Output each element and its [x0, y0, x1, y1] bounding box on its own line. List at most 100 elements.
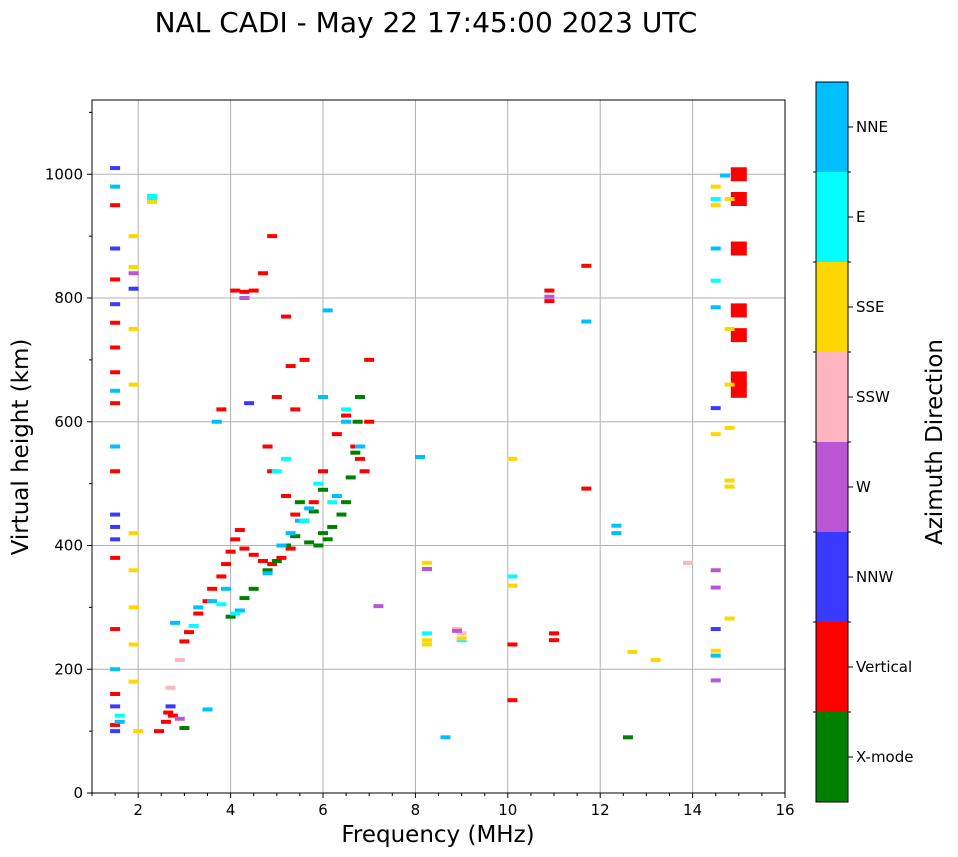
data-point-nne — [710, 246, 721, 251]
data-point-vertical — [308, 500, 319, 505]
data-point-vertical — [216, 574, 227, 579]
data-point-vertical — [230, 288, 241, 293]
data-point-sse — [128, 326, 139, 331]
colorbar-label: SSW — [856, 388, 890, 406]
data-point-vertical — [341, 413, 352, 418]
data-point-x-mode — [308, 509, 319, 514]
data-point-x-mode — [294, 500, 305, 505]
data-point-x-mode — [322, 537, 333, 542]
data-point-vertical — [225, 549, 236, 554]
data-point-w — [451, 628, 462, 633]
colorbar-label: NNE — [856, 118, 888, 136]
data-point-vertical — [267, 234, 278, 239]
data-point-x-mode — [271, 558, 282, 563]
y-tick-label: 0 — [73, 784, 83, 802]
data-point-nne — [440, 735, 451, 740]
data-point-sse — [421, 642, 432, 647]
data-point-e — [271, 469, 282, 474]
data-point-nnw — [110, 524, 121, 529]
data-point-vertical — [234, 528, 245, 533]
data-point-vertical — [285, 364, 296, 369]
data-point-vertical — [160, 719, 171, 724]
data-point-sse — [710, 432, 721, 437]
colorbar-label: W — [856, 478, 871, 496]
data-point-x-mode — [341, 500, 352, 505]
data-point-vertical — [230, 537, 241, 542]
data-point-nne — [114, 719, 125, 724]
data-point-ssw — [165, 685, 176, 690]
data-point-sse — [128, 531, 139, 536]
data-point-vertical — [239, 546, 250, 551]
data-point-e — [710, 197, 721, 201]
data-point-x-mode — [327, 524, 338, 529]
data-point-nne — [110, 667, 121, 672]
data-point-sse — [724, 382, 735, 387]
y-tick-label: 200 — [54, 660, 83, 678]
data-point-nne — [220, 586, 231, 591]
y-tick-label: 1000 — [45, 165, 83, 183]
data-point-sse — [724, 616, 735, 621]
data-point-x-mode — [336, 512, 347, 517]
data-point-nnw — [110, 246, 121, 251]
data-point-vertical — [507, 698, 518, 703]
data-point-sse — [724, 197, 735, 201]
data-point-nnw — [110, 512, 121, 517]
colorbar: NNE E SSE SSW W NNW Vertical X-mode — [813, 81, 913, 803]
data-point-sse — [421, 638, 432, 643]
data-point-vertical — [285, 546, 296, 551]
data-point-nnw — [710, 406, 721, 411]
data-point-x-mode — [350, 450, 361, 455]
data-point-vertical — [271, 395, 282, 399]
data-point-sse — [627, 649, 638, 654]
data-point-vertical — [207, 586, 218, 591]
data-point-x-mode — [179, 726, 190, 731]
axis-ticks: 2 4 6 8 10 12 14 16 0 200 400 600 800 1000 — [45, 111, 795, 819]
data-point-e — [421, 631, 432, 636]
x-tick-label: 12 — [591, 801, 610, 819]
data-point-vertical — [549, 631, 559, 636]
data-point-vertical — [281, 494, 292, 498]
data-point-sse — [710, 648, 721, 653]
data-point-nnw — [110, 704, 121, 709]
colorbar-label: X-mode — [856, 748, 913, 766]
data-point-nne — [719, 173, 730, 178]
grid-lines — [92, 100, 785, 793]
data-point-nne — [202, 707, 213, 712]
data-point-vertical — [290, 407, 301, 412]
data-point-vertical — [281, 314, 292, 319]
data-point-vertical — [730, 241, 747, 256]
data-point-sse — [724, 484, 735, 489]
data-point-vertical — [730, 328, 747, 343]
data-point-vertical — [110, 692, 121, 696]
data-point-vertical — [110, 627, 121, 632]
y-tick-label: 800 — [54, 289, 83, 307]
data-point-sse — [724, 326, 735, 331]
data-points — [110, 166, 747, 740]
data-point-e — [114, 713, 125, 718]
data-point-w — [373, 604, 384, 609]
data-point-nne — [276, 543, 287, 548]
data-point-nnw — [165, 704, 176, 709]
data-point-vertical — [331, 432, 342, 437]
colorbar-segment — [816, 172, 848, 262]
data-point-vertical — [153, 729, 164, 734]
data-point-nne — [193, 605, 204, 610]
x-tick-label: 2 — [133, 801, 143, 819]
data-point-nne — [211, 419, 222, 424]
data-point-w — [239, 296, 250, 300]
data-point-vertical — [549, 638, 559, 643]
data-point-x-mode — [622, 735, 633, 740]
data-point-e — [216, 602, 227, 607]
colorbar-segment — [816, 82, 848, 172]
data-point-sse — [147, 200, 158, 205]
data-point-vertical — [730, 192, 747, 206]
data-point-sse — [133, 729, 144, 734]
data-point-x-mode — [225, 614, 236, 619]
data-point-ssw — [456, 631, 467, 636]
data-point-vertical — [248, 288, 259, 293]
data-point-nnw — [110, 537, 121, 542]
data-point-sse — [128, 382, 139, 387]
colorbar-segment — [816, 352, 848, 442]
data-point-x-mode — [345, 475, 356, 480]
